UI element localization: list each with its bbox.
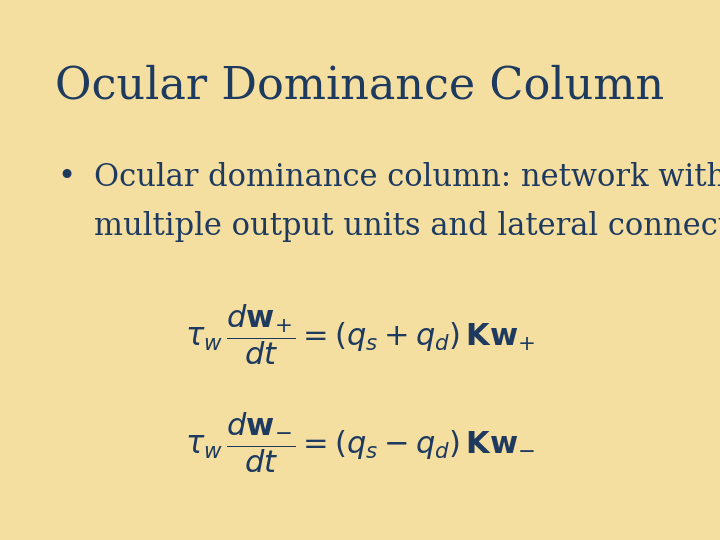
- Text: multiple output units and lateral connections.: multiple output units and lateral connec…: [94, 211, 720, 241]
- Text: •: •: [58, 162, 76, 193]
- Text: Ocular dominance column: network with: Ocular dominance column: network with: [94, 162, 720, 193]
- Text: $\tau_{w}\,\dfrac{d\mathbf{w}_{-}}{dt} = (q_{s} - q_{d})\,\mathbf{K}\mathbf{w}_{: $\tau_{w}\,\dfrac{d\mathbf{w}_{-}}{dt} =…: [185, 410, 535, 475]
- Text: Ocular Dominance Column: Ocular Dominance Column: [55, 65, 665, 108]
- Text: $\tau_{w}\,\dfrac{d\mathbf{w}_{+}}{dt} = (q_{s} + q_{d})\,\mathbf{K}\mathbf{w}_{: $\tau_{w}\,\dfrac{d\mathbf{w}_{+}}{dt} =…: [185, 302, 535, 367]
